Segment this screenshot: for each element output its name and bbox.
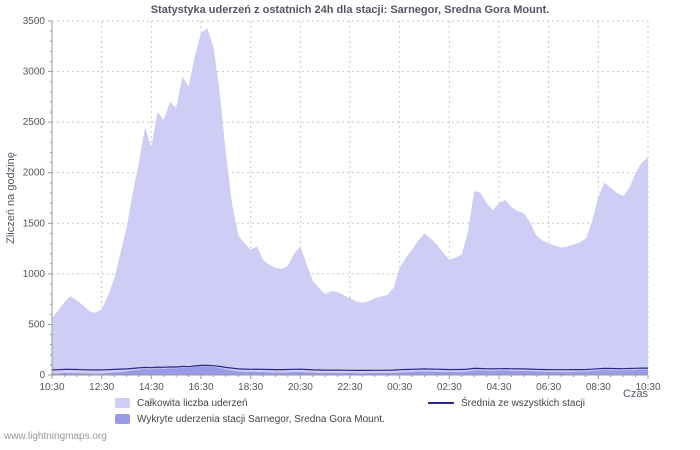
chart-title: Statystyka uderzeń z ostatnich 24h dla s… <box>150 4 550 16</box>
x-tick-label: 14:30 <box>139 382 164 393</box>
detected-strikes-area <box>52 366 648 375</box>
x-tick-label: 10:30 <box>39 382 64 393</box>
x-tick-label: 04:30 <box>486 382 511 393</box>
y-tick-label: 1500 <box>23 218 46 229</box>
x-tick-label: 00:30 <box>387 382 412 393</box>
y-tick-label: 3000 <box>23 67 46 78</box>
legend-swatch-average-line <box>428 402 454 404</box>
y-tick-label: 3500 <box>23 16 46 27</box>
watermark-link[interactable]: www.lightningmaps.org <box>4 431 107 442</box>
legend-label-average: Średnia ze wszystkich stacji <box>461 397 585 409</box>
legend-swatch-total <box>115 398 130 408</box>
average-line <box>51 364 648 371</box>
legend-item-average: Średnia ze wszystkich stacji <box>428 397 585 409</box>
x-tick-label: 20:30 <box>288 382 313 393</box>
total-strikes-area <box>52 28 648 375</box>
y-tick-label: 500 <box>28 319 45 330</box>
y-axis-label: Zliczeń na godzinę <box>5 152 17 244</box>
legend-label-detected: Wykryte uderzenia stacji Sarnegor, Sredn… <box>137 413 385 425</box>
legend-label-total: Całkowita liczba uderzeń <box>137 397 248 409</box>
x-tick-label: 18:30 <box>238 382 263 393</box>
y-tick-label: 2000 <box>23 168 46 179</box>
legend-item-total: Całkowita liczba uderzeń <box>115 397 248 409</box>
x-tick-label: 08:30 <box>586 382 611 393</box>
x-tick-label: 06:30 <box>536 382 561 393</box>
x-tick-label: 12:30 <box>89 382 114 393</box>
legend-swatch-detected <box>115 414 130 424</box>
x-tick-label: 02:30 <box>437 382 462 393</box>
y-tick-label: 0 <box>39 370 45 381</box>
x-axis-label: Czas <box>622 388 648 400</box>
x-tick-label: 22:30 <box>337 382 362 393</box>
y-tick-label: 1000 <box>23 269 46 280</box>
x-tick-label: 16:30 <box>188 382 213 393</box>
legend-item-detected: Wykryte uderzenia stacji Sarnegor, Sredn… <box>115 413 385 425</box>
y-tick-label: 2500 <box>23 117 46 128</box>
x-tick-label: 10:30 <box>635 382 660 393</box>
